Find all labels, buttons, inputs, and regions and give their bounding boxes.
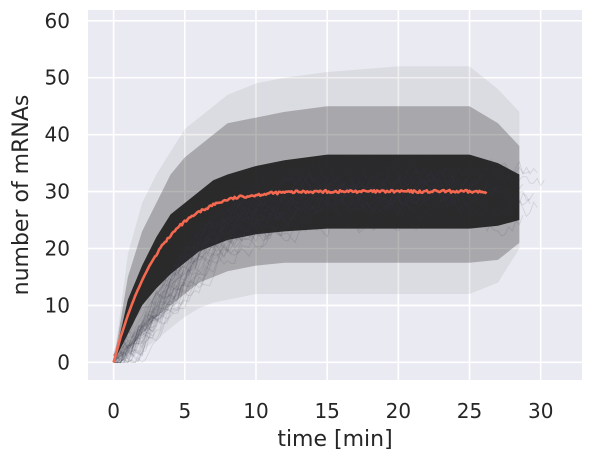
y-axis-label: number of mRNAs xyxy=(9,95,34,296)
x-tick-label: 10 xyxy=(243,399,268,423)
y-tick-label: 50 xyxy=(45,66,70,90)
y-tick-label: 20 xyxy=(45,237,70,261)
y-tick-labels: 0 10 20 30 40 50 60 xyxy=(45,9,70,375)
trajectory-bands xyxy=(113,66,520,363)
trajectory-line xyxy=(113,162,495,364)
y-tick-label: 40 xyxy=(45,123,70,147)
trajectory-line xyxy=(113,161,463,353)
trajectory-line xyxy=(113,165,456,363)
trajectory-line xyxy=(113,159,538,363)
trajectory-line xyxy=(113,161,531,363)
y-tick-label: 30 xyxy=(45,180,70,204)
trajectory-line xyxy=(113,167,478,356)
trajectory-line xyxy=(113,167,456,363)
x-tick-label: 25 xyxy=(457,399,482,423)
trajectory-line xyxy=(113,173,517,362)
mean-line xyxy=(112,188,488,363)
trajectory-line xyxy=(113,168,520,363)
x-tick-label: 15 xyxy=(314,399,339,423)
trajectory-line xyxy=(113,165,460,363)
trajectory-line xyxy=(113,158,470,363)
trajectory-line xyxy=(113,156,538,363)
trajectory-line xyxy=(113,197,488,363)
trajectory-line xyxy=(113,166,456,357)
trajectory-band-inner xyxy=(113,154,520,363)
trajectory-line xyxy=(113,168,456,363)
trajectory-line xyxy=(113,183,531,363)
trajectory-line xyxy=(113,168,460,363)
mean-series xyxy=(112,188,488,363)
x-axis-label: time [min] xyxy=(277,427,392,452)
x-tick-label: 30 xyxy=(528,399,553,423)
trajectory-line xyxy=(113,156,520,364)
y-tick-label: 10 xyxy=(45,293,70,317)
trajectory-line xyxy=(113,162,520,356)
trajectory-line xyxy=(113,175,456,363)
trajectory-line xyxy=(113,163,460,356)
x-tick-labels: 0 5 10 15 20 25 30 xyxy=(107,399,553,423)
trajectory-line xyxy=(113,167,492,363)
trajectory-line xyxy=(113,171,506,363)
x-tick-label: 5 xyxy=(178,399,191,423)
y-tick-label: 0 xyxy=(57,350,70,374)
trajectory-line xyxy=(113,170,456,363)
trajectory-line xyxy=(113,179,499,364)
trajectory-line xyxy=(113,167,510,363)
x-tick-label: 0 xyxy=(107,399,120,423)
trajectory-line xyxy=(113,183,481,358)
trajectory-line xyxy=(113,158,499,361)
y-tick-label: 60 xyxy=(45,9,70,33)
trajectory-line xyxy=(113,173,460,364)
x-tick-label: 20 xyxy=(386,399,411,423)
